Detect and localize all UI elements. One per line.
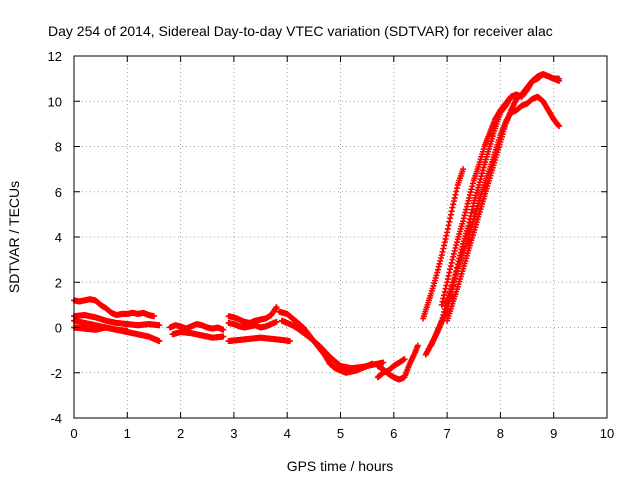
data-point: [556, 75, 563, 82]
x-tick-label: 3: [230, 426, 237, 441]
series-arc-6: [169, 329, 227, 341]
series-arc-14: [420, 166, 467, 322]
data-point: [273, 318, 280, 325]
x-tick-label: 0: [70, 426, 77, 441]
series-arc-17: [444, 71, 563, 324]
series-arc-4: [71, 324, 131, 334]
x-tick-label: 5: [337, 426, 344, 441]
data-point: [220, 333, 227, 340]
y-tick-label: 4: [55, 230, 62, 245]
y-tick-label: 8: [55, 140, 62, 155]
x-axis-title: GPS time / hours: [287, 458, 394, 474]
y-tick-label: 2: [55, 275, 62, 290]
series-arc-13: [374, 356, 408, 381]
data-point: [286, 338, 293, 345]
series-arc-9: [225, 334, 293, 345]
chart-title: Day 254 of 2014, Sidereal Day-to-day VTE…: [48, 23, 553, 39]
data-point: [150, 313, 157, 320]
x-tick-label: 4: [284, 426, 291, 441]
data-point: [156, 322, 163, 329]
data-point: [556, 123, 563, 130]
data-point: [414, 342, 421, 349]
x-tick-label: 7: [443, 426, 450, 441]
x-tick-label: 9: [550, 426, 557, 441]
y-tick-label: 12: [48, 49, 62, 64]
y-tick-label: 0: [55, 321, 62, 336]
x-tick-label: 10: [600, 426, 614, 441]
y-axis-title: SDTVAR / TECUs: [6, 181, 22, 293]
series-arc-2: [71, 312, 163, 329]
x-tick-label: 6: [390, 426, 397, 441]
series-arc-18: [438, 93, 515, 308]
series-arc-7: [225, 304, 280, 326]
data-point: [380, 359, 387, 366]
y-tick-label: 6: [55, 185, 62, 200]
y-tick-label: -4: [50, 411, 62, 426]
y-tick-label: -2: [50, 366, 62, 381]
data-point: [508, 93, 515, 100]
axis-ticks: [73, 55, 608, 419]
data-point: [460, 166, 467, 173]
data-point: [124, 327, 131, 334]
data-point: [220, 326, 227, 333]
x-tick-label: 2: [177, 426, 184, 441]
x-tick-label: 8: [497, 426, 504, 441]
series-arc-12: [374, 342, 421, 383]
series-arc-11: [278, 317, 387, 372]
series-arc-5: [166, 321, 227, 333]
series-arc-8: [225, 318, 280, 331]
data-point: [401, 356, 408, 363]
data-point: [156, 338, 163, 345]
y-tick-label: 10: [48, 94, 62, 109]
series-arc-1: [71, 296, 157, 320]
x-tick-label: 1: [124, 426, 131, 441]
data-point: [273, 304, 280, 311]
